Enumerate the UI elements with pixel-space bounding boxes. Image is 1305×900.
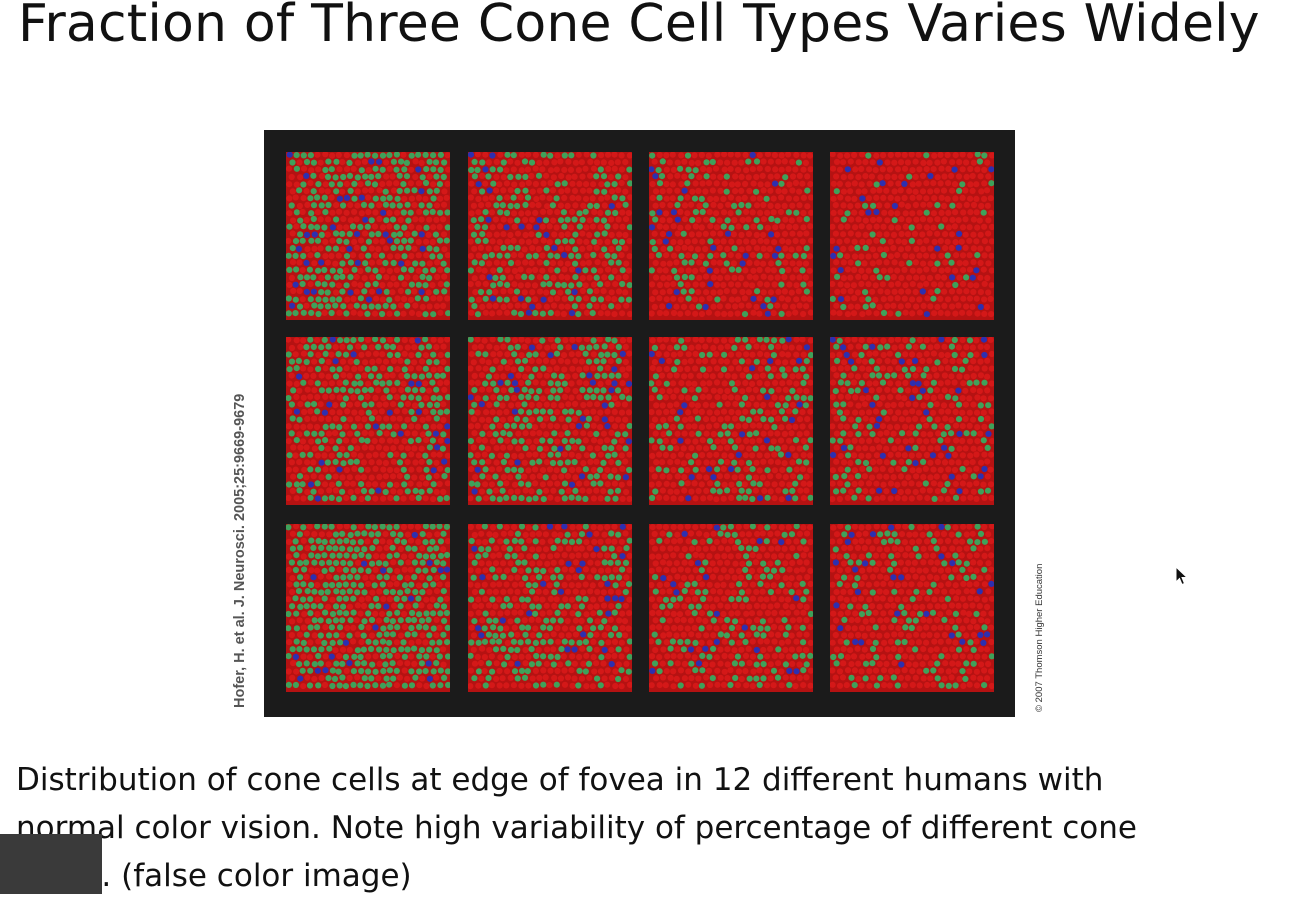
cone-panel-6 — [468, 337, 632, 505]
cone-panel-3 — [649, 152, 813, 320]
cone-panel-7 — [649, 337, 813, 505]
cone-panel-5 — [286, 337, 450, 505]
cone-mosaic-figure — [264, 130, 1015, 717]
cone-panel-12 — [830, 524, 994, 692]
cone-panel-9 — [286, 524, 450, 692]
caption-line-1: Distribution of cone cells at edge of fo… — [16, 762, 1104, 798]
mouse-pointer-icon — [1175, 566, 1189, 586]
cone-panel-1 — [286, 152, 450, 320]
caption-line-2: normal color vision. Note high variabili… — [16, 810, 1137, 846]
cone-panel-8 — [830, 337, 994, 505]
slide-title: Fraction of Three Cone Cell Types Varies… — [18, 0, 1260, 54]
cone-panel-4 — [830, 152, 994, 320]
copyright-credit: © 2007 Thomson Higher Education — [1034, 563, 1045, 712]
cone-panel-2 — [468, 152, 632, 320]
slide-caption: Distribution of cone cells at edge of fo… — [16, 756, 1301, 900]
cone-panel-10 — [468, 524, 632, 692]
caption-line-3: types. (false color image) — [16, 858, 412, 894]
citation-credit: Hofer, H. et al. J. Neurosci. 2005;25:96… — [232, 393, 248, 708]
cone-panel-11 — [649, 524, 813, 692]
video-overlay-box — [0, 834, 102, 894]
